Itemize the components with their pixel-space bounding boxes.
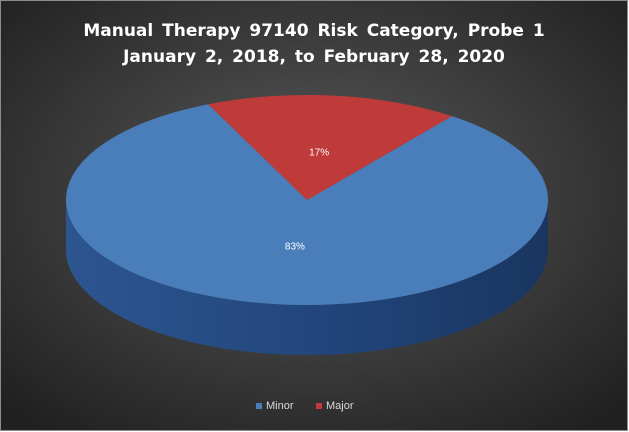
pie-slice: [66, 104, 548, 305]
data-label: 83%: [285, 242, 305, 253]
chart-title: Manual Therapy 97140 Risk Category, Prob…: [83, 21, 544, 41]
legend-marker: [316, 403, 322, 409]
pie-slice-side: [66, 200, 548, 355]
legend: Minor Major: [256, 400, 354, 412]
legend-label: Minor: [266, 400, 294, 412]
legend-label: Major: [326, 400, 354, 412]
legend-marker: [256, 403, 262, 409]
pie: 83% 17%: [66, 95, 548, 355]
chart-subtitle: January 2, 2018, to February 28, 2020: [122, 47, 505, 67]
data-label: 17%: [309, 148, 329, 159]
pie-slice: [208, 95, 453, 200]
